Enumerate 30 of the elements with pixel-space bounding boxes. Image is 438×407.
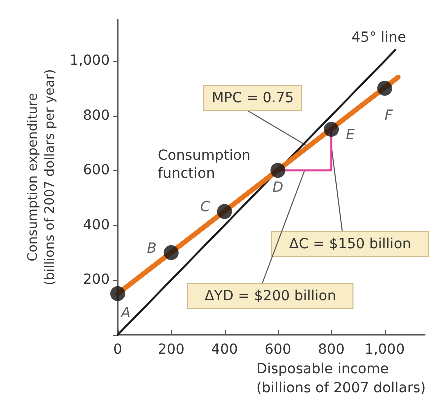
data-label: B <box>147 240 157 257</box>
x-tick-label: 200 <box>158 342 185 358</box>
x-tick-label: 600 <box>264 342 292 358</box>
point <box>217 204 232 220</box>
y-tick-label: 1,000 <box>70 53 110 70</box>
data-label: C <box>200 200 210 216</box>
point <box>110 286 126 302</box>
annotation: ΔC = $150 billion <box>289 236 412 252</box>
y-tick-label: 400 <box>83 217 110 234</box>
point <box>324 122 340 138</box>
y-tick-label: 600 <box>83 162 110 179</box>
point <box>270 163 286 178</box>
data-label: E <box>346 128 356 144</box>
point <box>377 80 392 96</box>
x-axis-title: Disposable income (billions of 2007 dollars) <box>256 362 426 396</box>
x-tick-label: 400 <box>211 342 238 358</box>
annotation: MPC = 0.75 <box>212 90 294 106</box>
x-tick-label: 1,000 <box>364 342 406 358</box>
series-label: Consumption function <box>158 148 251 182</box>
data-label: D <box>272 180 284 196</box>
data-label: A <box>120 305 131 322</box>
y-axis-title: Consumption expenditure (billions of 2007 dollars per year) <box>26 69 58 286</box>
point <box>164 245 179 260</box>
y-tick-label: 800 <box>83 108 110 124</box>
y-tick-label: 200 <box>83 272 110 288</box>
series-label: 45° line <box>352 30 406 46</box>
x-tick-label: 800 <box>318 342 345 358</box>
annotation: ΔYD = $200 billion <box>204 288 336 304</box>
x-tick-label: 0 <box>114 342 122 358</box>
data-label: F <box>384 108 394 124</box>
